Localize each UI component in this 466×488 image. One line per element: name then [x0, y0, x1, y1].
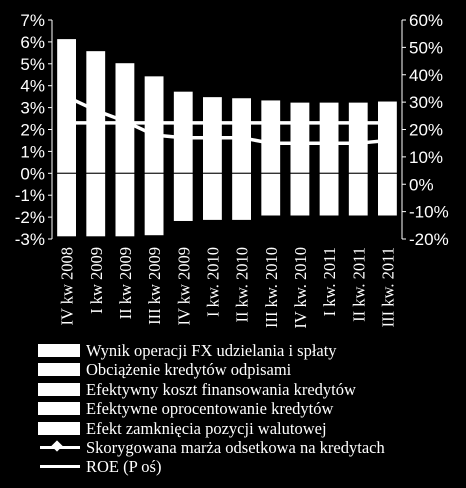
- bar: [260, 172, 282, 217]
- bar: [172, 90, 194, 174]
- bar: [202, 172, 223, 221]
- category-label: II kw. 2011: [349, 247, 368, 322]
- left-tick-label: 0%: [20, 164, 45, 183]
- bar: [172, 172, 194, 222]
- bar: [56, 38, 78, 174]
- bar: [85, 172, 107, 238]
- bar: [289, 101, 311, 174]
- right-tick-label: -10%: [409, 203, 449, 222]
- category-label: I kw 2009: [87, 247, 106, 314]
- left-tick-label: 4%: [20, 77, 45, 96]
- right-tick-label: 60%: [409, 11, 443, 30]
- category-label: II kw. 2010: [233, 247, 252, 322]
- category-label: II kw 2009: [116, 247, 135, 319]
- left-tick-label: 1%: [20, 142, 45, 161]
- right-tick-label: 0%: [409, 175, 434, 194]
- right-tick-label: 40%: [409, 66, 443, 85]
- bar: [318, 101, 340, 174]
- series-line: [65, 95, 388, 145]
- category-label: III kw. 2010: [262, 247, 281, 328]
- left-tick-label: -3%: [15, 230, 45, 249]
- legend-label: Skorygowana marża odsetkowa na kredytach: [86, 437, 385, 457]
- left-tick-label: 3%: [20, 99, 45, 118]
- bar: [377, 172, 398, 217]
- legend-item: Obciążenie kredytów odpisami: [38, 360, 458, 379]
- legend-item: Efekt zamknięcia pozycji walutowej: [38, 419, 458, 438]
- legend-label: Efektywny koszt finansowania kredytów: [86, 379, 356, 399]
- right-tick-label: 50%: [409, 38, 443, 57]
- legend-label: Obciążenie kredytów odpisami: [86, 360, 292, 380]
- bar: [318, 172, 340, 217]
- diamond-marker: [178, 117, 189, 128]
- legend-swatch: [38, 344, 80, 357]
- bar: [377, 100, 398, 174]
- diamond-marker: [90, 117, 101, 128]
- left-tick-label: -1%: [15, 186, 45, 205]
- category-label: I kw. 2010: [203, 247, 222, 317]
- chart-axes: [48, 19, 406, 240]
- diamond-marker: [149, 117, 160, 128]
- legend-diamond-marker: [51, 440, 63, 452]
- chart-legend: Wynik operacji FX udzielania i spłaty Ob…: [38, 341, 458, 477]
- category-label: I kw. 2011: [320, 247, 339, 316]
- bar: [347, 101, 369, 174]
- diamond-marker: [294, 117, 305, 128]
- legend-swatch: [38, 363, 80, 377]
- legend-swatch: [38, 421, 80, 435]
- left-tick-label: 7%: [20, 11, 45, 30]
- chart-lines: [61, 95, 393, 145]
- legend-swatch: [38, 402, 80, 416]
- right-tick-label: 10%: [409, 148, 443, 167]
- legend-item: ROE (P oś): [38, 457, 458, 476]
- bar: [202, 96, 223, 174]
- bar: [231, 97, 253, 174]
- diamond-marker: [207, 117, 218, 128]
- left-tick-label: 6%: [20, 33, 45, 52]
- legend-label: Efekt zamknięcia pozycji walutowej: [86, 418, 327, 438]
- diamond-marker: [236, 117, 247, 128]
- bar: [143, 172, 165, 237]
- diamond-marker: [353, 117, 364, 128]
- legend-label: Efektywne oprocentowanie kredytów: [86, 399, 334, 419]
- legend-label: Wynik operacji FX udzielania i spłaty: [86, 341, 337, 360]
- category-label: IV kw. 2010: [291, 247, 310, 329]
- bar: [231, 172, 253, 221]
- diamond-marker: [61, 117, 72, 128]
- legend-item: Skorygowana marża odsetkowa na kredytach: [38, 438, 458, 457]
- left-tick-label: 2%: [20, 121, 45, 140]
- left-tick-label: 5%: [20, 55, 45, 74]
- bar: [114, 172, 136, 238]
- diamond-marker: [382, 117, 393, 128]
- category-label: III kw. 2011: [378, 247, 397, 327]
- category-label: IV kw 2008: [58, 247, 77, 326]
- right-tick-label: -20%: [409, 230, 449, 249]
- legend-item: Wynik operacji FX udzielania i spłaty: [38, 341, 458, 360]
- bar: [56, 172, 78, 238]
- right-tick-label: 20%: [409, 121, 443, 140]
- bar: [289, 172, 311, 217]
- legend-line: [40, 465, 80, 469]
- chart-tick-labels: -3% -2% -1% 0% 1% 2% 3% 4% 5% 6% 7% -20% -10% 0% 10% 20…: [15, 11, 449, 329]
- diamond-marker: [324, 117, 335, 128]
- legend-label: ROE (P oś): [86, 457, 162, 477]
- left-tick-label: -2%: [15, 208, 45, 227]
- bar: [347, 172, 369, 217]
- chart-canvas: -3% -2% -1% 0% 1% 2% 3% 4% 5% 6% 7% -20% -10% 0% 10% 20…: [15, 11, 449, 329]
- legend-item: Efektywne oprocentowanie kredytów: [38, 399, 458, 418]
- bar: [260, 99, 282, 174]
- legend-item: Efektywny koszt finansowania kredytów: [38, 380, 458, 399]
- chart-bars: [56, 38, 398, 238]
- category-label: IV kw 2009: [174, 247, 193, 326]
- right-tick-label: 30%: [409, 93, 443, 112]
- diamond-marker: [265, 117, 276, 128]
- legend-swatch: [38, 382, 80, 396]
- category-label: III kw 2009: [145, 247, 164, 325]
